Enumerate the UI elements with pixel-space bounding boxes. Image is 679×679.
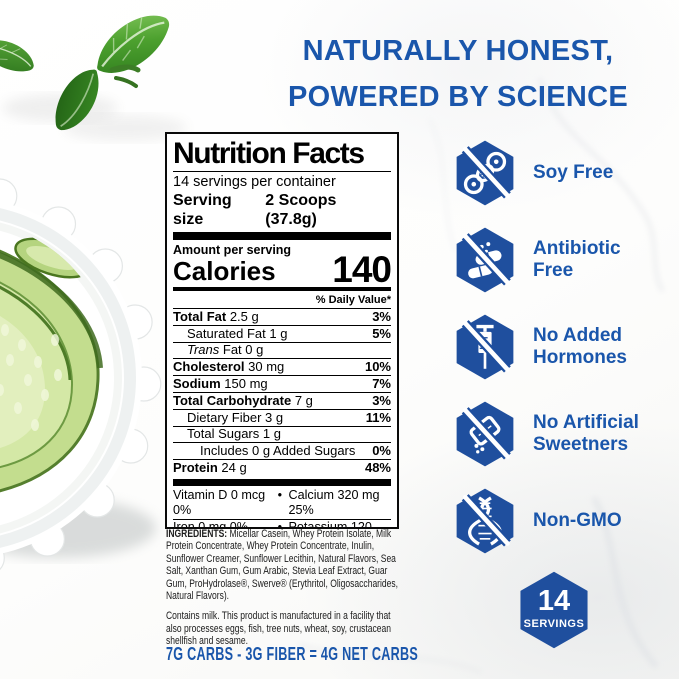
bullet-separator: • xyxy=(277,487,283,502)
nutrition-rows: Total Fat 2.5 g 3% Saturated Fat 1 g 5% Tran… xyxy=(173,308,391,476)
allergen-statement: Contains milk. This product is manufactu… xyxy=(166,610,392,648)
feature-badge: Non-GMO xyxy=(452,487,658,555)
nutrition-row: Total Carbohydrate 7 g 3% xyxy=(173,391,391,408)
nutrition-row: Saturated Fat 1 g 5% xyxy=(173,324,391,342)
daily-value-header: % Daily Value* xyxy=(315,294,391,306)
headline-line2: POWERED BY SCIENCE xyxy=(287,81,629,113)
headline-line1: NATURALLY HONEST, xyxy=(302,35,614,67)
feature-badge: Antibiotic Free xyxy=(452,226,658,294)
soy-free-icon xyxy=(452,139,518,207)
serving-size-row: Serving size 2 Scoops (37.8g) xyxy=(173,191,391,229)
servings-badge-label: SERVINGS xyxy=(523,618,585,630)
no-added-hormones-icon xyxy=(452,313,518,381)
nutrition-facts-title: Nutrition Facts xyxy=(173,138,391,172)
calories-row: Calories 140 xyxy=(173,249,392,290)
nutrition-row: Total Sugars 1 g xyxy=(173,425,391,443)
divider-medium xyxy=(173,287,391,291)
hexagon-badge-icon xyxy=(520,571,588,649)
feature-badge: No Added Hormones xyxy=(452,313,658,381)
net-carbs-line: 7G CARBS - 3G FIBER = 4G NET CARBS xyxy=(166,644,419,664)
non-gmo-icon xyxy=(452,487,518,555)
servings-badge: 14 SERVINGS xyxy=(515,570,593,650)
nutrition-row: Protein 24 g 48% xyxy=(173,459,391,475)
feature-badges: Soy Free Antibiotic Free No Added Hormones… xyxy=(452,139,658,574)
supplement-text: INGREDIENTS: Micellar Casein, Whey Prote… xyxy=(166,528,466,648)
feature-badge: No Artificial Sweetners xyxy=(452,400,658,468)
nutrition-row: Sodium 150 mg 7% xyxy=(173,375,391,391)
bullet-separator: • xyxy=(277,519,283,529)
antibiotic-free-icon xyxy=(452,226,518,294)
nutrition-row: Dietary Fiber 3 g 11% xyxy=(173,408,391,426)
ingredients-paragraph: INGREDIENTS: Micellar Casein, Whey Prote… xyxy=(166,528,403,602)
feature-badge-label: No Artificial Sweetners xyxy=(533,412,639,455)
feature-badge: Soy Free xyxy=(452,139,658,207)
micronutrient-rows: Vitamin D 0 mcg 0% • Calcium 320 mg 25% Iro… xyxy=(173,487,391,529)
serving-size-value: 2 Scoops (37.8g) xyxy=(265,192,337,228)
serving-size-label: Serving size xyxy=(173,192,232,228)
ingredients-list: Micellar Casein, Whey Protein Isolate, M… xyxy=(166,528,399,603)
ingredients-label: INGREDIENTS: xyxy=(166,528,228,540)
divider-thick xyxy=(173,232,391,240)
calories-value: 140 xyxy=(332,249,392,290)
nutrition-row: Includes 0 g Added Sugars 0% xyxy=(173,442,391,459)
nutrition-facts-panel: Nutrition Facts 14 servings per containe… xyxy=(165,132,399,529)
nutrition-row: Cholesterol 30 mg 10% xyxy=(173,358,391,375)
headline: NATURALLY HONEST, POWERED BY SCIENCE xyxy=(279,28,637,120)
feature-badge-label: Soy Free xyxy=(533,162,614,183)
calories-label: Calories xyxy=(173,256,276,286)
cucumber-ribbons xyxy=(0,233,103,497)
basil-leaves xyxy=(0,15,187,141)
marble-veins xyxy=(298,78,664,674)
servings-per-container: 14 servings per container xyxy=(173,174,336,190)
micronutrient-row: Vitamin D 0 mcg 0% • Calcium 320 mg 25% xyxy=(173,487,380,518)
micronutrient-row: Iron 0 mg 0%•Potassium 120 mg 2% xyxy=(173,518,391,529)
feature-badge-label: Non-GMO xyxy=(533,510,622,531)
amount-per-serving: Amount per serving xyxy=(173,243,292,257)
no-artificial-sweeteners-icon xyxy=(452,400,518,468)
feature-badge-label: Antibiotic Free xyxy=(533,238,621,281)
servings-badge-value: 14 xyxy=(537,585,571,617)
divider-thick xyxy=(173,478,391,486)
nutrition-row: Total Fat 2.5 g 3% xyxy=(173,308,391,324)
feature-badge-label: No Added Hormones xyxy=(533,325,627,368)
nutrition-row: Trans Fat 0 g xyxy=(173,341,391,359)
cucumber-bowl xyxy=(0,178,162,571)
